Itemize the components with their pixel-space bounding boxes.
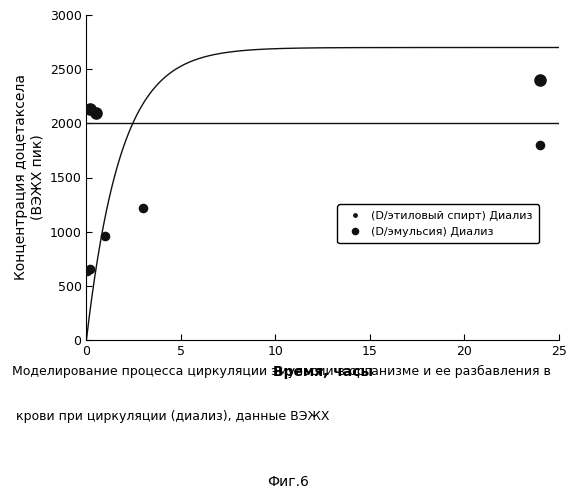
Point (91, 108, 100, 116)
Point (535, 76, 544, 84)
Text: Моделирование процесса циркуляции эмульсии в организме и ее разбавления в: Моделирование процесса циркуляции эмульс… (12, 365, 551, 378)
Point (83, 266, 92, 274)
Y-axis label: Концентрация доцетаксела
(ВЭЖХ пик): Концентрация доцетаксела (ВЭЖХ пик) (14, 74, 44, 280)
Legend: (D/этиловый спирт) Диализ, (D/эмульсия) Диализ: (D/этиловый спирт) Диализ, (D/эмульсия) … (338, 204, 539, 244)
X-axis label: Время, часы: Время, часы (272, 365, 373, 379)
Point (138, 204, 147, 212)
Text: Фиг.6: Фиг.6 (267, 475, 309, 489)
Point (101, 232, 110, 240)
Point (86, 106, 95, 114)
Point (86, 264, 95, 272)
Point (535, 141, 544, 149)
Text: крови при циркуляции (диализ), данные ВЭЖХ: крови при циркуляции (диализ), данные ВЭ… (12, 410, 329, 423)
